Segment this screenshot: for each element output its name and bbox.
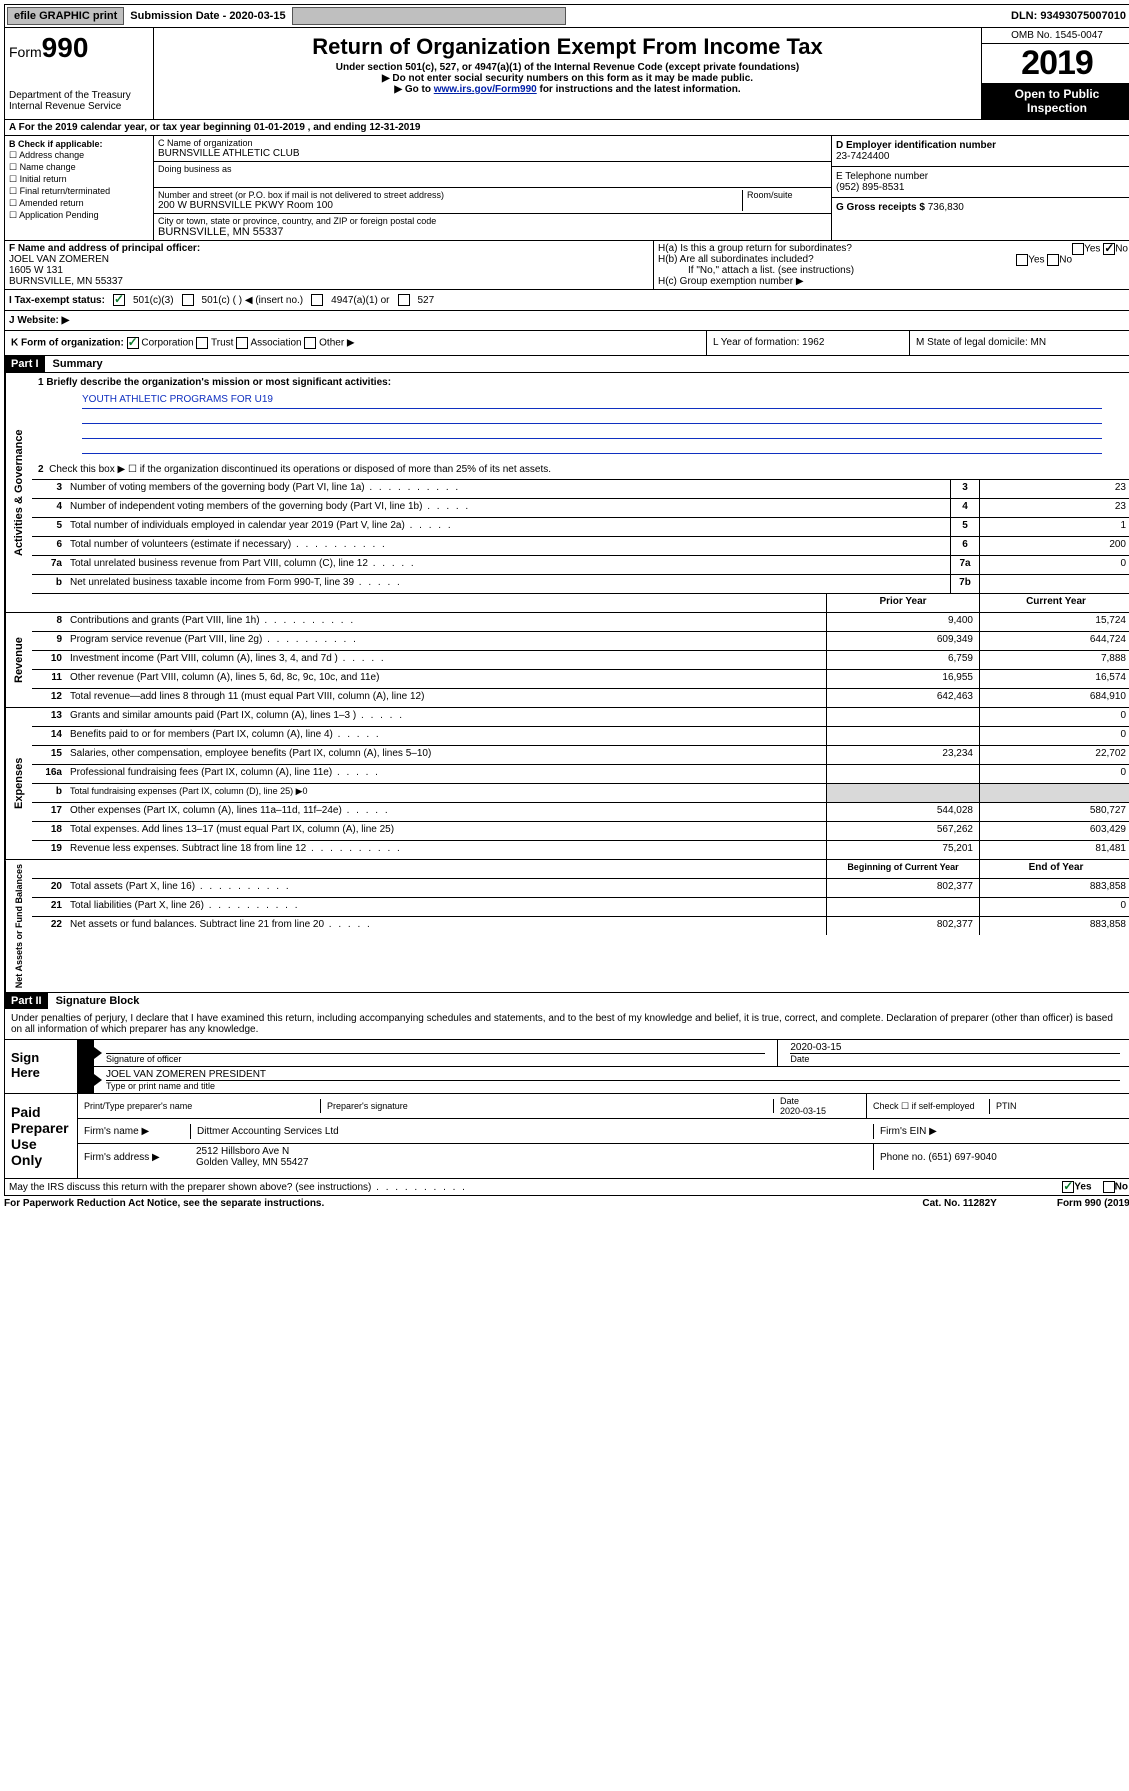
dba-cell: Doing business as <box>154 162 831 188</box>
dln-label: DLN: 93493075007010 <box>1011 10 1129 22</box>
row-j: J Website: ▶ <box>4 311 1129 331</box>
box-h: H(a) Is this a group return for subordin… <box>653 241 1129 289</box>
subtitle-3: ▶ Go to www.irs.gov/Form990 for instruct… <box>158 84 977 95</box>
submission-date-label: Submission Date - 2020-03-15 <box>126 10 289 22</box>
ein-cell: D Employer identification number 23-7424… <box>832 136 1129 167</box>
governance-section: Activities & Governance 1 Briefly descri… <box>4 373 1129 613</box>
subtitle-1: Under section 501(c), 527, or 4947(a)(1)… <box>158 62 977 73</box>
firm-name-value: Dittmer Accounting Services Ltd <box>191 1124 874 1139</box>
net-assets-section: Net Assets or Fund Balances Beginning of… <box>4 860 1129 993</box>
efile-print-button[interactable]: efile GRAPHIC print <box>7 7 124 25</box>
tax-year-line-a: A For the 2019 calendar year, or tax yea… <box>4 120 1129 136</box>
city-cell: City or town, state or province, country… <box>154 214 831 240</box>
tax-year: 2019 <box>982 44 1129 83</box>
address-cell: Number and street (or P.O. box if mail i… <box>154 188 831 214</box>
subtitle-2: ▶ Do not enter social security numbers o… <box>158 73 977 84</box>
footer: For Paperwork Reduction Act Notice, see … <box>4 1196 1129 1211</box>
top-bar: efile GRAPHIC print Submission Date - 20… <box>4 4 1129 28</box>
row-i: I Tax-exempt status: 501(c)(3) 501(c) ( … <box>4 290 1129 311</box>
part-1-title: Summary <box>45 356 111 372</box>
dept-label: Department of the Treasury Internal Reve… <box>9 90 149 112</box>
omb-number: OMB No. 1545-0047 <box>982 28 1129 44</box>
open-public-badge: Open to Public Inspection <box>982 83 1129 119</box>
net-assets-label: Net Assets or Fund Balances <box>5 860 32 992</box>
state-domicile: M State of legal domicile: MN <box>909 331 1129 355</box>
discuss-no-checkbox[interactable] <box>1103 1181 1115 1193</box>
form-header: Form990 Department of the Treasury Inter… <box>4 28 1129 120</box>
phone-cell: E Telephone number (952) 895-8531 <box>832 167 1129 198</box>
perjury-statement: Under penalties of perjury, I declare th… <box>5 1009 1129 1039</box>
box-b: B Check if applicable: ☐ Address change … <box>5 136 154 240</box>
sign-here-label: Sign Here <box>5 1040 78 1093</box>
section-bcdeg: B Check if applicable: ☐ Address change … <box>4 136 1129 241</box>
revenue-label: Revenue <box>5 613 32 707</box>
discuss-yes-checkbox[interactable] <box>1062 1181 1074 1193</box>
part-2-tag: Part II <box>5 993 48 1009</box>
part-1-tag: Part I <box>5 356 45 372</box>
line-2: 2 Check this box ▶ ☐ if the organization… <box>32 460 1129 479</box>
expenses-section: Expenses 13Grants and similar amounts pa… <box>4 708 1129 860</box>
discuss-row: May the IRS discuss this return with the… <box>4 1179 1129 1196</box>
501c3-checkbox[interactable] <box>113 294 125 306</box>
form990-link[interactable]: www.irs.gov/Form990 <box>434 84 537 95</box>
form-number: Form990 <box>9 32 149 64</box>
org-name-cell: C Name of organization BURNSVILLE ATHLET… <box>154 136 831 162</box>
part-2-title: Signature Block <box>48 993 148 1009</box>
dropdown-button[interactable] <box>292 7 566 25</box>
paid-preparer-label: Paid Preparer Use Only <box>5 1094 78 1178</box>
preparer-phone: Phone no. (651) 697-9040 <box>874 1150 1129 1165</box>
year-formation: L Year of formation: 1962 <box>706 331 909 355</box>
expenses-label: Expenses <box>5 708 32 859</box>
row-k: K Form of organization: Corporation Trus… <box>4 331 1129 356</box>
paid-preparer-section: Paid Preparer Use Only Print/Type prepar… <box>4 1094 1129 1179</box>
section-fh: F Name and address of principal officer:… <box>4 241 1129 290</box>
arrow-icon <box>78 1040 94 1066</box>
gross-receipts-cell: G Gross receipts $ 736,830 <box>832 198 1129 217</box>
governance-label: Activities & Governance <box>5 373 32 612</box>
revenue-section: Revenue 8Contributions and grants (Part … <box>4 613 1129 708</box>
mission-text: YOUTH ATHLETIC PROGRAMS FOR U19 <box>32 392 1129 460</box>
line-1: 1 Briefly describe the organization's mi… <box>32 373 1129 392</box>
form-title: Return of Organization Exempt From Incom… <box>158 34 977 60</box>
sign-here-section: Sign Here Signature of officer 2020-03-1… <box>4 1040 1129 1094</box>
box-f: F Name and address of principal officer:… <box>5 241 653 289</box>
arrow-icon <box>78 1067 94 1093</box>
